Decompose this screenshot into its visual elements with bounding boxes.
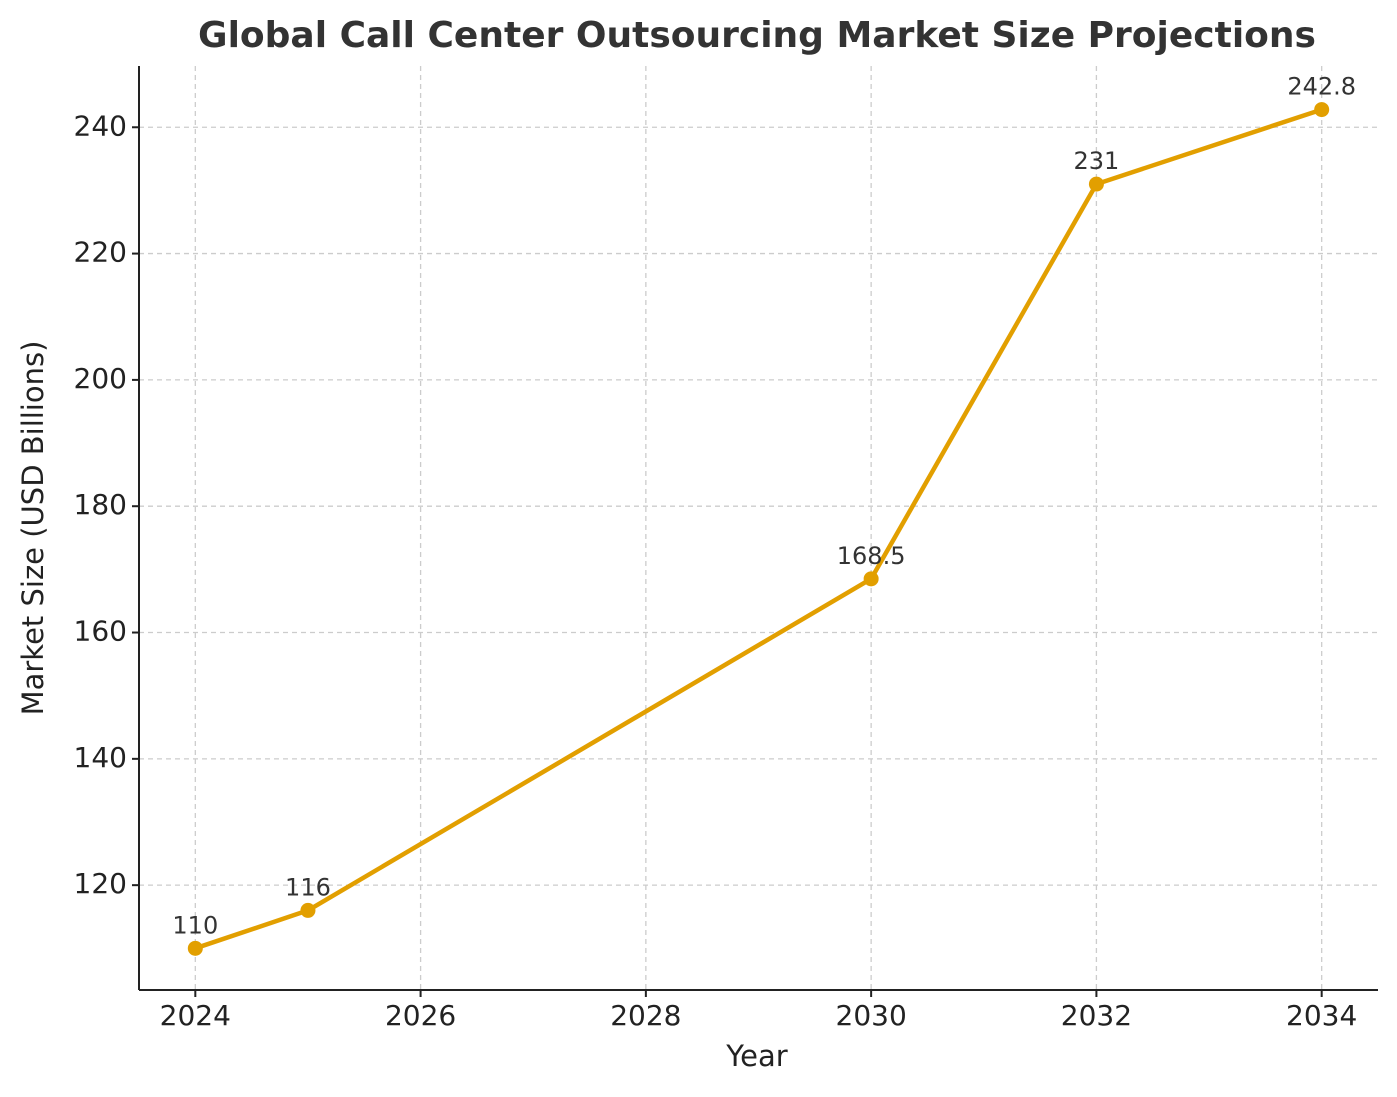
point — [300, 902, 316, 918]
data-label: 110 — [172, 911, 218, 939]
line — [194, 107, 1323, 951]
x-tick-label: 2032 — [1061, 999, 1132, 1032]
y-axis-label: Market Size (USD Billions) — [16, 341, 50, 716]
y-tick-label: 220 — [74, 236, 127, 269]
point — [1314, 102, 1330, 118]
x-tick-label: 2026 — [385, 999, 456, 1032]
data-label: 116 — [285, 873, 331, 901]
x-tick-label: 2028 — [610, 999, 681, 1032]
x-tick-label: 2030 — [836, 999, 907, 1032]
x-tick-label: 2034 — [1286, 999, 1357, 1032]
x-tick-label: 2024 — [160, 999, 231, 1032]
y-tick-label: 120 — [74, 867, 127, 900]
data-label: 242.8 — [1287, 73, 1356, 101]
y-tick-label: 180 — [74, 488, 127, 521]
chart-title: Global Call Center Outsourcing Market Si… — [198, 15, 1316, 56]
data-label: 168.5 — [837, 542, 906, 570]
data-label: 231 — [1074, 147, 1120, 175]
point — [187, 940, 203, 956]
y-tick-label: 160 — [74, 615, 127, 648]
y-tick-label: 140 — [74, 741, 127, 774]
point — [863, 571, 879, 587]
point — [1088, 176, 1104, 192]
y-tick-label: 200 — [74, 362, 127, 395]
y-tick-label: 240 — [74, 109, 127, 142]
x-axis-label: Year — [725, 1039, 787, 1073]
